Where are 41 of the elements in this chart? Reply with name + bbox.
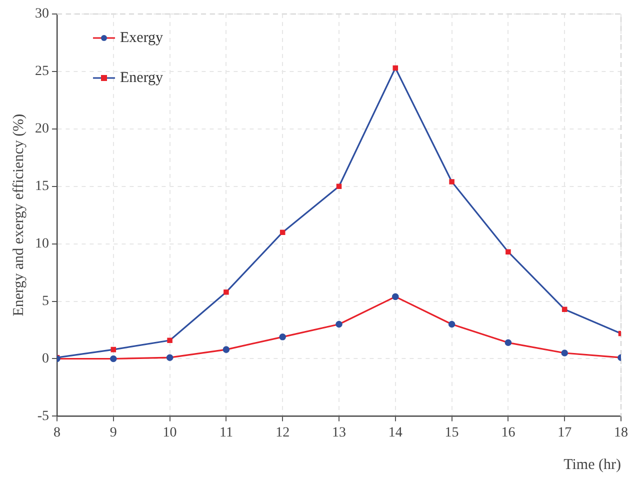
x-axis-title: Time (hr) <box>564 456 621 473</box>
point <box>506 249 511 255</box>
y-tick-label: 5 <box>42 294 49 309</box>
x-tick-label: 8 <box>54 425 60 440</box>
x-tick-label: 15 <box>444 425 459 440</box>
x-tick-label: 18 <box>614 425 628 440</box>
y-tick-label: -5 <box>37 408 49 424</box>
legend-label: Energy <box>120 70 164 86</box>
y-tick-label: 25 <box>35 64 49 80</box>
point <box>279 334 286 340</box>
point <box>222 346 230 353</box>
y-tick-label: 30 <box>35 6 49 22</box>
x-tick-label: 12 <box>276 425 290 440</box>
point <box>110 355 117 362</box>
point <box>448 320 456 328</box>
point <box>392 293 399 300</box>
point <box>562 306 568 312</box>
x-tick-label: 17 <box>558 425 572 440</box>
point <box>336 184 342 190</box>
x-tick-label: 13 <box>332 425 346 440</box>
point <box>280 230 286 235</box>
point <box>224 289 229 295</box>
point <box>561 350 568 356</box>
point <box>166 354 174 361</box>
x-tick-label: 10 <box>162 425 177 440</box>
y-tick-label: 15 <box>35 179 49 194</box>
point <box>392 65 398 71</box>
y-tick-label: 10 <box>35 236 49 252</box>
point <box>167 338 172 343</box>
point <box>504 339 512 346</box>
x-tick-label: 11 <box>219 425 233 440</box>
point <box>336 320 342 328</box>
point <box>449 179 454 184</box>
x-tick-label: 9 <box>110 425 117 440</box>
legend-label: Exergy <box>120 30 164 46</box>
x-tick-label: 14 <box>388 425 402 440</box>
y-axis-title: Energy and exergy efficiency (%) <box>10 114 27 316</box>
y-tick-label: 0 <box>42 351 49 366</box>
x-tick-label: 16 <box>501 425 516 440</box>
point <box>110 346 116 352</box>
y-tick-label: 20 <box>35 122 49 137</box>
